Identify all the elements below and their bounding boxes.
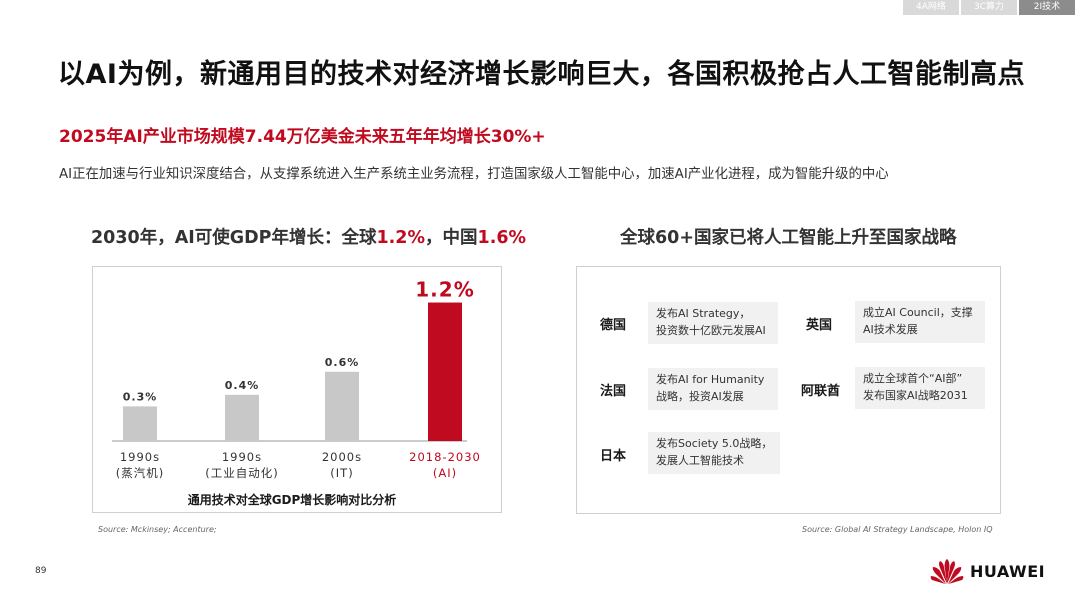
country-japan: 日本 bbox=[600, 449, 627, 464]
card-japan-line2: 发展人工智能技术 bbox=[656, 454, 744, 467]
left-title-global: 1.2% bbox=[376, 228, 426, 248]
tab-tech[interactable]: 2I技术 bbox=[1019, 0, 1075, 15]
bar-value-label-0: 0.3% bbox=[123, 390, 158, 403]
bar-value-label-2: 0.6% bbox=[325, 356, 360, 369]
bar-value-label-1: 0.4% bbox=[225, 379, 260, 392]
tick-period-1: 1990s bbox=[222, 450, 262, 464]
bar-0 bbox=[123, 406, 157, 441]
tab-network[interactable]: 4A网络 bbox=[903, 0, 959, 15]
page-subtitle: 2025年AI产业市场规模7.44万亿美金未来五年年均增长30%+ bbox=[59, 127, 546, 147]
left-title-prefix: 2030年，AI可使GDP年增长：全球 bbox=[91, 228, 377, 248]
card-germany-line1: 发布AI Strategy， bbox=[656, 307, 751, 320]
source-right: Source: Global AI Strategy Landscape, Ho… bbox=[802, 525, 993, 534]
tick-period-0: 1990s bbox=[120, 450, 160, 464]
page-number: 89 bbox=[35, 566, 47, 576]
country-france: 法国 bbox=[600, 384, 627, 399]
bar-3 bbox=[428, 302, 462, 441]
card-japan: 发布Society 5.0战略， 发展人工智能技术 bbox=[648, 432, 780, 474]
tick-tech-2: (IT) bbox=[330, 466, 353, 480]
card-uae: 成立全球首个“AI部” 发布国家AI战略2031 bbox=[855, 367, 985, 409]
page-title: 以AI为例，新通用目的技术对经济增长影响巨大，各国积极抢占人工智能制高点 bbox=[58, 59, 1025, 90]
country-uk: 英国 bbox=[806, 318, 833, 333]
card-uk-line1: 成立AI Council，支撑 bbox=[863, 306, 973, 319]
right-panel-title: 全球60+国家已将人工智能上升至国家战略 bbox=[620, 228, 957, 248]
card-france-line1: 发布AI for Humanity bbox=[656, 373, 765, 386]
huawei-petals-icon bbox=[930, 559, 964, 584]
card-japan-line1: 发布Society 5.0战略， bbox=[656, 437, 773, 450]
card-uae-line2: 发布国家AI战略2031 bbox=[863, 389, 968, 402]
bar-value-label-3: 1.2% bbox=[415, 278, 474, 302]
page-description: AI正在加速与行业知识深度结合，从支撑系统进入生产系统主业务流程，打造国家级人工… bbox=[59, 167, 889, 182]
brand-logo: HUAWEI bbox=[930, 558, 1045, 584]
section-tabs: 4A网络 3C算力 2I技术 bbox=[903, 0, 1075, 15]
tick-tech-3: (AI) bbox=[433, 466, 457, 480]
left-title-china: 1.6% bbox=[477, 228, 527, 248]
bar-2 bbox=[325, 371, 359, 441]
tick-tech-1: (工业自动化) bbox=[205, 466, 278, 480]
card-germany-line2: 投资数十亿欧元发展AI bbox=[656, 324, 766, 337]
card-france: 发布AI for Humanity 战略，投资AI发展 bbox=[648, 368, 778, 410]
card-uae-line1: 成立全球首个“AI部” bbox=[863, 372, 963, 385]
source-left: Source: Mckinsey; Accenture; bbox=[98, 525, 217, 534]
bar-1 bbox=[225, 394, 259, 441]
card-france-line2: 战略，投资AI发展 bbox=[656, 390, 744, 403]
left-panel-title: 2030年，AI可使GDP年增长：全球1.2%，中国1.6% bbox=[91, 224, 526, 249]
tab-compute[interactable]: 3C算力 bbox=[961, 0, 1017, 15]
gdp-bar-chart: 0.3% 1990s (蒸汽机) 0.4% 1990s (工业自动化) 0.6% 2000s (… bbox=[112, 278, 481, 507]
x-axis-label: 通用技术对全球GDP增长影响对比分析 bbox=[188, 492, 397, 507]
card-uk: 成立AI Council，支撑 AI技术发展 bbox=[855, 301, 985, 343]
card-germany: 发布AI Strategy， 投资数十亿欧元发展AI bbox=[648, 302, 778, 344]
card-uk-line2: AI技术发展 bbox=[863, 323, 918, 336]
tick-tech-0: (蒸汽机) bbox=[116, 466, 164, 480]
tick-period-2: 2000s bbox=[322, 450, 362, 464]
left-title-sep: ，中国 bbox=[425, 228, 478, 248]
country-germany: 德国 bbox=[600, 318, 627, 333]
brand-name: HUAWEI bbox=[970, 561, 1046, 581]
tick-period-3: 2018-2030 bbox=[409, 450, 481, 464]
country-uae: 阿联酋 bbox=[801, 384, 841, 399]
